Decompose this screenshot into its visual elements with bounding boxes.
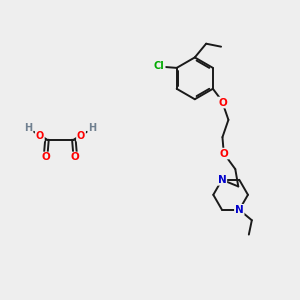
Text: H: H (24, 123, 32, 133)
Text: N: N (218, 175, 226, 185)
Text: Cl: Cl (154, 61, 165, 71)
Text: O: O (77, 131, 85, 141)
Text: O: O (218, 98, 227, 107)
Text: N: N (235, 205, 244, 215)
Text: H: H (88, 123, 96, 133)
Text: O: O (220, 148, 228, 159)
Text: O: O (36, 131, 44, 141)
Text: O: O (71, 152, 80, 163)
Text: O: O (41, 152, 50, 163)
